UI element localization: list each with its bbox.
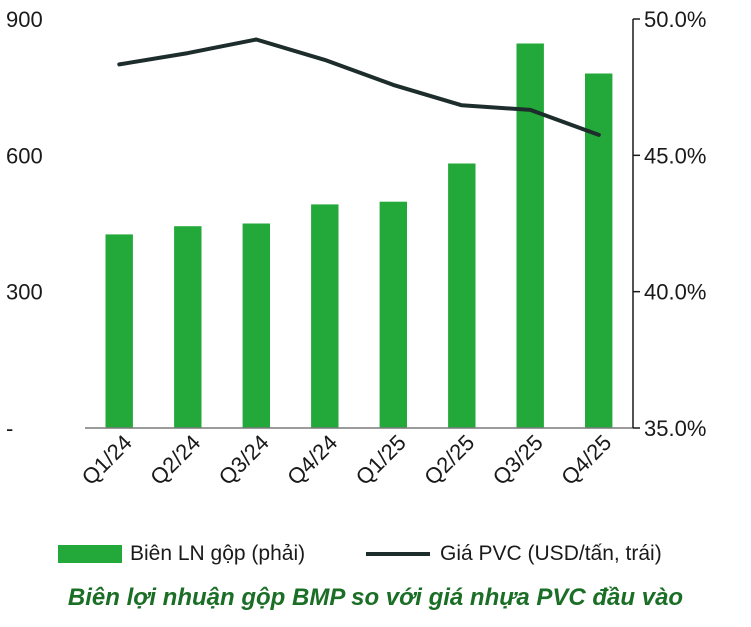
bar-Q2/24 — [174, 226, 202, 428]
legend-label-line: Giá PVC (USD/tấn, trái) — [440, 542, 662, 565]
right-tick-label: 50.0% — [644, 7, 706, 32]
bar-Q3/24 — [242, 223, 270, 428]
bar-Q2/25 — [448, 163, 476, 428]
x-tick-label: Q2/24 — [145, 430, 205, 490]
x-tick-label: Q3/25 — [488, 430, 548, 490]
bar-Q4/24 — [311, 204, 339, 428]
right-tick-label: 35.0% — [644, 416, 706, 441]
legend-item-bar: Biên LN gộp (phải) — [58, 542, 305, 566]
right-tick-label: 40.0% — [644, 280, 706, 305]
bar-Q4/25 — [585, 73, 613, 428]
bar-Q1/25 — [379, 201, 407, 428]
x-tick-label: Q3/24 — [214, 430, 274, 490]
x-tick-label: Q1/24 — [77, 430, 137, 490]
legend-label-bar: Biên LN gộp (phải) — [130, 542, 306, 565]
legend-item-line: Giá PVC (USD/tấn, trái) — [366, 542, 662, 566]
x-tick-label: Q4/25 — [556, 430, 616, 490]
x-tick-label: Q1/25 — [351, 430, 411, 490]
legend-line-swatch — [366, 552, 430, 556]
left-tick-label: 600 — [6, 143, 43, 168]
bar-Q1/24 — [105, 234, 133, 428]
x-tick-label: Q2/25 — [419, 430, 479, 490]
legend: Biên LN gộp (phải) Giá PVC (USD/tấn, trá… — [0, 542, 751, 574]
pvc-price-line — [117, 37, 601, 137]
left-tick-label: - — [6, 416, 13, 441]
chart-caption: Biên lợi nhuận gộp BMP so với giá nhựa P… — [67, 584, 684, 611]
left-tick-label: 300 — [6, 280, 43, 305]
bar-Q3/25 — [516, 43, 544, 428]
right-tick-label: 45.0% — [644, 143, 706, 168]
chart-canvas: - 300 600 900 35.0% 40.0% 45.0% 50.0% Q1/24 Q2/24… — [6, 7, 706, 490]
left-tick-label: 900 — [6, 7, 43, 32]
x-tick-label: Q4/24 — [282, 430, 342, 490]
legend-bar-swatch — [58, 545, 122, 563]
